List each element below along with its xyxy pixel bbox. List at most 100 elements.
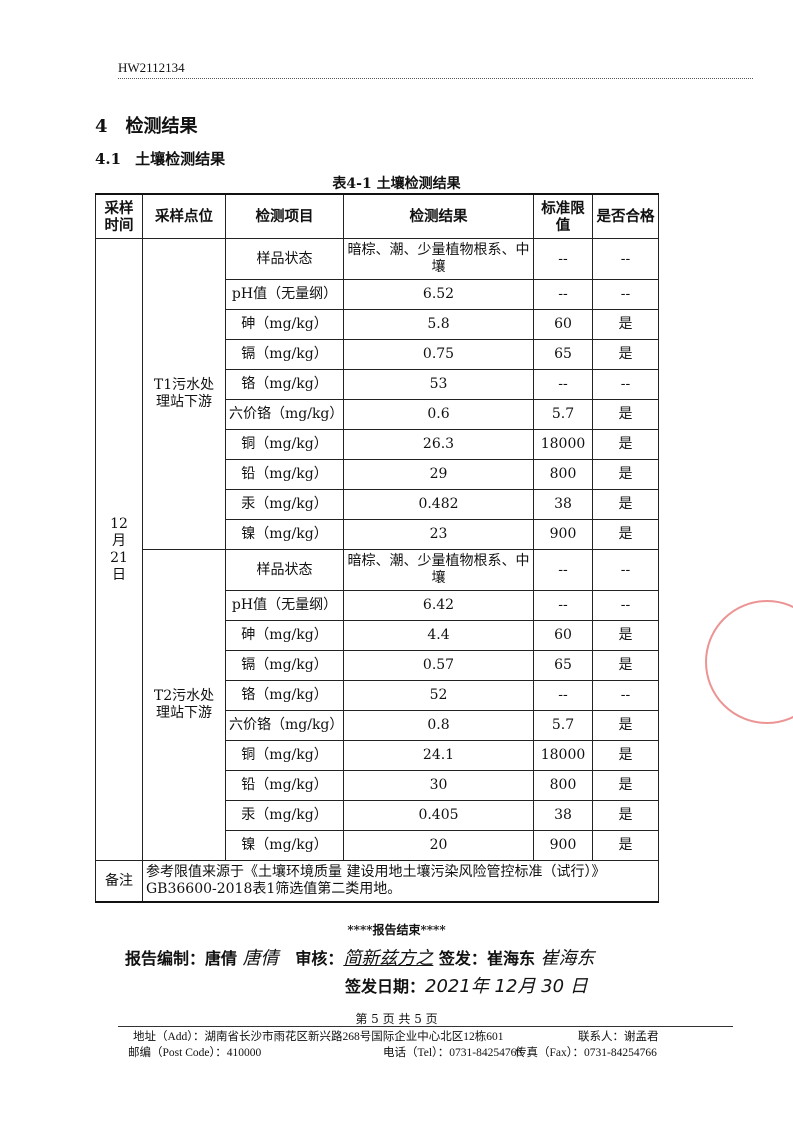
qualified-cell: 是 [592, 710, 659, 741]
result-cell: 53 [343, 369, 534, 400]
result-cell: 0.8 [343, 710, 534, 741]
header-divider [118, 78, 753, 79]
test-item-cell: 六价铬（mg/kg） [225, 710, 344, 741]
limit-cell: 18000 [533, 429, 593, 460]
reviewer-signature: 简新兹方之 [343, 948, 434, 969]
section-number: 4 [95, 116, 108, 137]
result-cell: 暗棕、潮、少量植物根系、中壤 [343, 238, 534, 280]
result-cell: 26.3 [343, 429, 534, 460]
table-row: 六价铬（mg/kg） 0.6 5.7 是 [96, 399, 659, 430]
limit-cell: -- [533, 279, 593, 310]
subsection-title: 土壤检测结果 [135, 150, 226, 168]
test-item-cell: 镉（mg/kg） [225, 650, 344, 681]
table-row: 镉（mg/kg） 0.57 65 是 [96, 650, 659, 681]
column-header: 采样时间 [95, 193, 143, 239]
table-row: 砷（mg/kg） 5.8 60 是 [96, 309, 659, 340]
limit-cell: 5.7 [533, 399, 593, 430]
test-item-cell: 样品状态 [225, 549, 344, 591]
remark-row: 备注 参考限值来源于《土壤环境质量 建设用地土壤污染风险管控标准（试行）》GB36… [95, 860, 659, 903]
qualified-cell: -- [592, 238, 659, 280]
limit-cell: -- [533, 369, 593, 400]
column-header: 检测结果 [343, 193, 534, 239]
issuer-name: 崔海东 [486, 949, 535, 968]
test-item-cell: 铅（mg/kg） [225, 459, 344, 490]
soil-results-table: 采样时间 采样点位 检测项目 检测结果 标准限值 是否合格 12月21日 T1污水处理站下游样… [95, 193, 659, 903]
official-seal [705, 600, 793, 724]
page-number: 第 5 页 共 5 页 [355, 1012, 438, 1026]
limit-cell: 38 [533, 800, 593, 831]
result-cell: 29 [343, 459, 534, 490]
result-cell: 23 [343, 519, 534, 550]
table-row: 镉（mg/kg） 0.75 65 是 [96, 339, 659, 370]
table-caption: 表4-1 土壤检测结果 [332, 176, 461, 192]
limit-cell: 800 [533, 459, 593, 490]
table-row: 汞（mg/kg） 0.482 38 是 [96, 489, 659, 520]
compiler-signature: 唐倩 [242, 948, 279, 969]
subsection-heading: 4.1 土壤检测结果 [95, 148, 225, 169]
footer-fax: 传真（Fax）：0731-84254766 [515, 1047, 657, 1059]
compiler-label: 报告编制： [125, 949, 206, 968]
test-item-cell: 砷（mg/kg） [225, 620, 344, 651]
table-row: 12月21日 T1污水处理站下游 样品状态 暗棕、潮、少量植物根系、中壤 -- -- [95, 238, 659, 861]
limit-cell: 65 [533, 339, 593, 370]
limit-cell: -- [533, 680, 593, 711]
report-end-marker: ****报告结束**** [347, 923, 446, 937]
test-item-cell: 铬（mg/kg） [225, 369, 344, 400]
test-item-cell: 镍（mg/kg） [225, 830, 344, 861]
section-title: 检测结果 [125, 116, 198, 137]
test-item-cell: 汞（mg/kg） [225, 800, 344, 831]
issue-date-label: 签发日期： [345, 977, 426, 996]
test-item-cell: 铜（mg/kg） [225, 740, 344, 771]
table-row: 六价铬（mg/kg） 0.8 5.7 是 [96, 710, 659, 741]
table-row: T2污水处理站下游 样品状态 暗棕、潮、少量植物根系、中壤 -- -- [96, 549, 659, 861]
footer-tel: 电话（Tel）：0731-84254766 [383, 1047, 523, 1059]
footer-postcode: 邮编（Post Code）：410000 [128, 1047, 262, 1059]
qualified-cell: -- [592, 549, 659, 591]
qualified-cell: 是 [592, 399, 659, 430]
test-item-cell: 铅（mg/kg） [225, 770, 344, 801]
limit-cell: 65 [533, 650, 593, 681]
column-header: 标准限值 [533, 193, 593, 239]
table-row: 铅（mg/kg） 29 800 是 [96, 459, 659, 490]
result-cell: 6.52 [343, 279, 534, 310]
issue-date-handwritten: 2021年 12月 30 日 [425, 976, 588, 997]
test-item-cell: 汞（mg/kg） [225, 489, 344, 520]
subsection-number: 4.1 [95, 150, 122, 168]
result-cell: 52 [343, 680, 534, 711]
table-row: pH值（无量纲） 6.42 -- -- [96, 590, 659, 621]
compiler-name: 唐倩 [205, 949, 238, 968]
limit-cell: 38 [533, 489, 593, 520]
table-row: 铜（mg/kg） 26.3 18000 是 [96, 429, 659, 460]
result-cell: 5.8 [343, 309, 534, 340]
signature-line: 报告编制：唐倩 唐倩 审核：简新兹方之 签发：崔海东 崔海东 [125, 944, 595, 970]
limit-cell: -- [533, 549, 593, 591]
result-cell: 4.4 [343, 620, 534, 651]
qualified-cell: 是 [592, 740, 659, 771]
remark-label: 备注 [95, 860, 143, 903]
footer-address: 地址（Add）：湖南省长沙市雨花区新兴路268号国际企业中心北区12栋601 [133, 1031, 504, 1043]
qualified-cell: 是 [592, 339, 659, 370]
limit-cell: 5.7 [533, 710, 593, 741]
test-item-cell: 铬（mg/kg） [225, 680, 344, 711]
limit-cell: 900 [533, 519, 593, 550]
limit-cell: 18000 [533, 740, 593, 771]
qualified-cell: 是 [592, 650, 659, 681]
qualified-cell: 是 [592, 489, 659, 520]
footer-contact: 联系人：谢孟君 [578, 1031, 659, 1043]
qualified-cell: -- [592, 680, 659, 711]
qualified-cell: -- [592, 369, 659, 400]
test-item-cell: 六价铬（mg/kg） [225, 399, 344, 430]
table-row: 镍（mg/kg） 20 900 是 [96, 830, 659, 861]
table-row: 铜（mg/kg） 24.1 18000 是 [96, 740, 659, 771]
limit-cell: 60 [533, 309, 593, 340]
result-cell: 0.6 [343, 399, 534, 430]
sampling-site-cell: T1污水处理站下游 [142, 238, 226, 550]
test-item-cell: 铜（mg/kg） [225, 429, 344, 460]
qualified-cell: 是 [592, 770, 659, 801]
sampling-site-cell: T2污水处理站下游 [142, 549, 226, 861]
section-heading: 4 检测结果 [95, 112, 198, 138]
document-number: HW2112134 [118, 60, 185, 75]
column-header: 采样点位 [142, 193, 226, 239]
issue-date-line: 签发日期：2021年 12月 30 日 [345, 972, 588, 998]
issuer-label: 签发： [438, 949, 487, 968]
